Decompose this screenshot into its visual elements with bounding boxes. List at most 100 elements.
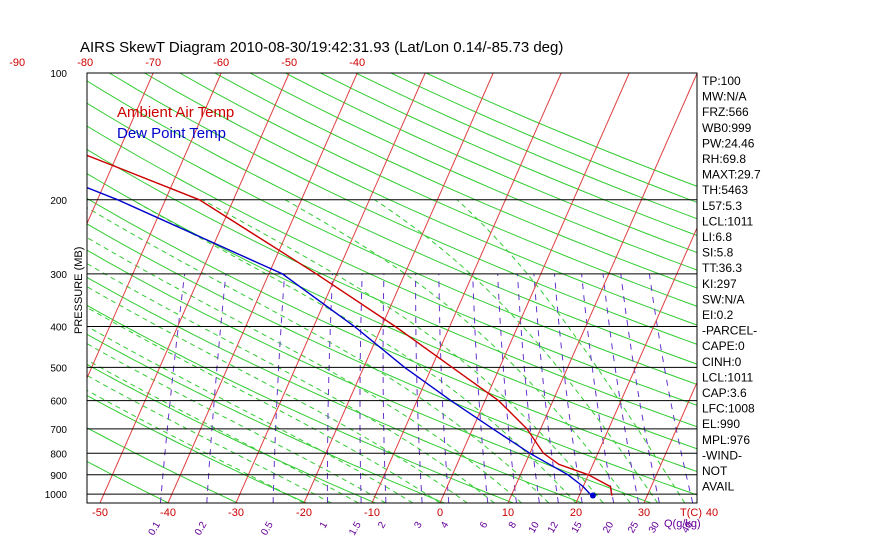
mixing-ratio-line [620,273,660,503]
moist-adiabat-line [284,199,631,503]
pressure-tick-label: 600 [50,397,67,408]
isotherms [87,73,870,503]
dry-adiabat-line [87,223,697,496]
pressure-tick-label: 100 [50,69,67,80]
mixing-ratio-lines [159,273,694,503]
stat-line: MW:N/A [702,90,746,104]
stat-line: FRZ:566 [702,105,749,119]
mixing-ratio-line [581,273,615,503]
dry-adiabat-line [87,276,583,503]
top-temp-tick-label: -50 [281,57,297,69]
mixing-ratio-line [497,273,517,503]
mixing-ratio-label: 6 [478,520,491,531]
dry-adiabat-line [214,73,697,289]
chart-title: AIRS SkewT Diagram 2010-08-30/19:42:31.9… [80,39,563,56]
stat-line: -PARCEL- [702,324,757,338]
legend-dewpoint: Dew Point Temp [117,125,226,142]
moist-adiabat-line [202,199,604,503]
dry-adiabat-line [87,394,307,503]
top-temp-tick-label: -90 [9,57,25,69]
mixing-ratio-label: 0.5 [259,520,276,538]
series-layer [87,154,613,499]
bottom-temp-tick-label: 40 [706,507,718,519]
isotherm-line [575,226,697,503]
moist-adiabat-line [374,199,659,503]
pressure-tick-label: 500 [50,363,67,374]
dry-adiabat-line [285,73,697,254]
moist-adiabat-line [87,343,386,503]
ambient-temp-line [87,154,613,496]
dry-adiabat-line [87,363,376,503]
dry-adiabat-line [87,249,652,503]
mixing-ratio-labels: 0.1 0.2 0.5 1 1.5 2 3 4 6 8 10 12 15 20 25 30 40 [147,520,696,538]
pressure-tick-label: 200 [50,196,67,207]
isotherm-line [507,73,697,503]
legend-ambient: Ambient Air Temp [117,104,234,121]
stat-line: AVAIL [702,480,735,494]
mixing-ratio-label: 30 [647,520,662,536]
stat-line: CAP:3.6 [702,386,747,400]
moist-adiabats [87,199,686,503]
moist-adiabat-line [456,199,686,503]
bottom-temp-tick-label: 20 [570,507,582,519]
stat-line: -WIND- [702,448,742,462]
mixing-ratio-line [159,273,186,503]
bottom-temp-tick-label: -20 [296,507,312,519]
bottom-temp-tick-label: 0 [437,507,443,519]
isotherm-line [167,73,358,503]
top-temp-tick-label: -70 [145,57,161,69]
isotherm-line [848,73,870,503]
mixing-ratio-line [602,273,640,503]
stat-line: KI:297 [702,277,737,291]
stat-line: EL:990 [702,417,740,431]
stat-line: L57:5.3 [702,199,742,213]
moist-adiabat-line [87,263,495,503]
mixing-ratio-label: 0.2 [193,520,210,538]
bottom-temp-tick-label: -10 [364,507,380,519]
dry-adiabat-line [87,173,697,450]
pressure-tick-label: 300 [50,270,67,281]
isotherm-line [99,73,290,503]
mixing-ratio-label: 15 [570,520,585,536]
stat-line: TH:5463 [702,183,748,197]
temp-axis-unit: T(C) [680,507,702,519]
moist-adiabat-line [87,207,550,503]
mixing-ratio-label: 1.5 [347,520,364,538]
stat-line: NOT [702,464,728,478]
stat-line: MPL:976 [702,433,750,447]
isotherm-line [780,73,870,503]
dry-adiabat-line [87,460,169,503]
top-temp-tick-label: -80 [77,57,93,69]
dry-adiabats [87,73,697,503]
mixing-ratio-label: 20 [601,520,616,536]
moist-adiabat-line [87,306,441,503]
stat-line: WB0:999 [702,121,752,135]
dry-adiabat-line [109,73,697,345]
pressure-tick-label: 900 [50,471,67,482]
mixing-ratio-label: 2 [376,520,389,531]
y-axis-label: PRESSURE (MB) [73,247,85,334]
mixing-ratio-label: 0.1 [147,520,164,538]
top-temp-tick-labels: -120-110-100-90-80-70-60-50-40 [9,57,365,69]
dry-adiabat-line [87,333,445,503]
isotherm-line [87,73,154,225]
mixing-ratio-label: 8 [507,520,520,531]
bottom-temp-tick-label: 30 [638,507,650,519]
pressure-tick-label: 400 [50,323,67,334]
moist-adiabat-line [87,374,332,503]
stat-line: LCL:1011 [702,370,753,384]
stat-line: PW:24.46 [702,136,755,150]
moist-adiabat-line [131,199,577,503]
bottom-temp-tick-label: -50 [92,507,108,519]
stat-line: SW:N/A [702,292,744,306]
mixing-ratio-label: 3 [412,520,425,531]
stat-line: RH:69.8 [702,152,746,166]
dry-adiabat-line [87,148,697,428]
dry-adiabat-line [249,73,697,271]
pressure-tick-label: 800 [50,449,67,460]
isotherm-line [643,381,697,503]
bottom-temp-tick-label: 10 [502,507,514,519]
isotherm-line [439,73,630,503]
stat-line: LI:6.8 [702,230,732,244]
